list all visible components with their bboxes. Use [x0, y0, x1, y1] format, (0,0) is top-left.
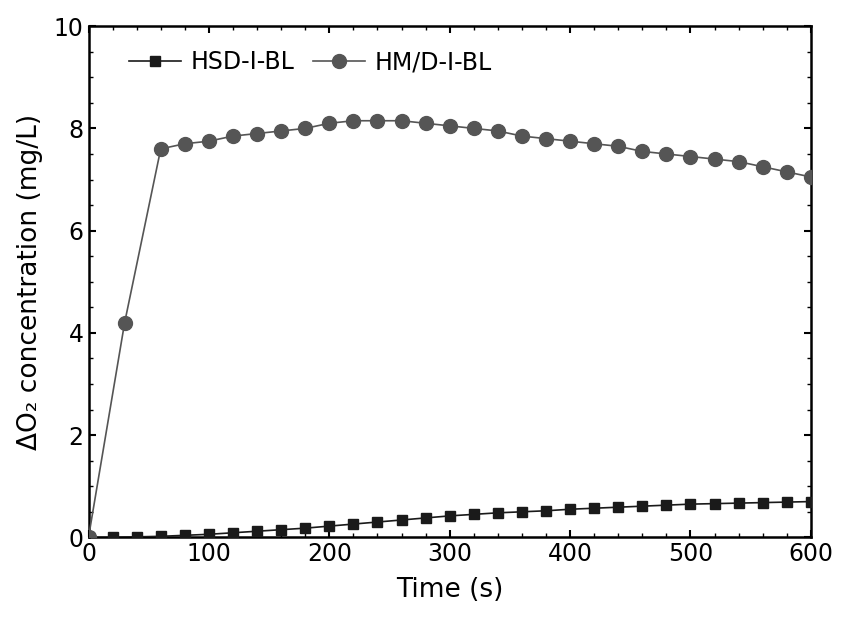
X-axis label: Time (s): Time (s) [396, 577, 503, 603]
HSD-I-BL [685, 500, 695, 508]
HSD-I-BL [661, 502, 672, 509]
HSD-I-BL [445, 512, 455, 520]
HSD-I-BL [204, 531, 214, 538]
HM/D-I-BL [324, 120, 334, 127]
HM/D-I-BL [396, 117, 406, 125]
Y-axis label: ΔO₂ concentration (mg/L): ΔO₂ concentration (mg/L) [17, 113, 42, 450]
HM/D-I-BL [156, 145, 166, 153]
Line: HM/D-I-BL: HM/D-I-BL [82, 114, 818, 544]
HM/D-I-BL [710, 156, 720, 163]
HSD-I-BL [806, 498, 816, 505]
HSD-I-BL [757, 499, 768, 507]
HSD-I-BL [156, 533, 166, 540]
HM/D-I-BL [661, 150, 672, 157]
Line: HSD-I-BL: HSD-I-BL [83, 497, 816, 542]
HM/D-I-BL [734, 158, 744, 166]
HM/D-I-BL [638, 148, 648, 155]
HSD-I-BL [252, 528, 262, 535]
HM/D-I-BL [468, 125, 479, 132]
HSD-I-BL [421, 514, 431, 521]
HSD-I-BL [565, 505, 575, 513]
HM/D-I-BL [445, 122, 455, 130]
HM/D-I-BL [120, 319, 130, 326]
HSD-I-BL [541, 507, 551, 515]
HM/D-I-BL [782, 168, 792, 175]
HM/D-I-BL [179, 140, 190, 148]
HM/D-I-BL [300, 125, 310, 132]
HSD-I-BL [613, 503, 623, 511]
HSD-I-BL [782, 498, 792, 506]
HM/D-I-BL [589, 140, 599, 148]
HM/D-I-BL [276, 127, 286, 135]
HM/D-I-BL [757, 163, 768, 170]
HSD-I-BL [589, 505, 599, 512]
HM/D-I-BL [517, 132, 527, 140]
HM/D-I-BL [493, 127, 503, 135]
HM/D-I-BL [806, 173, 816, 180]
HSD-I-BL [228, 529, 238, 536]
HM/D-I-BL [83, 534, 94, 541]
HM/D-I-BL [204, 138, 214, 145]
HM/D-I-BL [541, 135, 551, 143]
HM/D-I-BL [421, 120, 431, 127]
HSD-I-BL [300, 525, 310, 532]
HSD-I-BL [83, 534, 94, 541]
HSD-I-BL [107, 534, 117, 541]
HM/D-I-BL [565, 138, 575, 145]
HSD-I-BL [324, 523, 334, 530]
HM/D-I-BL [372, 117, 382, 125]
HSD-I-BL [132, 533, 142, 541]
HM/D-I-BL [252, 130, 262, 137]
HSD-I-BL [710, 500, 720, 507]
HSD-I-BL [348, 520, 359, 528]
HSD-I-BL [468, 511, 479, 518]
HSD-I-BL [493, 509, 503, 516]
HSD-I-BL [396, 516, 406, 524]
Legend: HSD-I-BL, HM/D-I-BL: HSD-I-BL, HM/D-I-BL [122, 43, 499, 81]
HM/D-I-BL [685, 153, 695, 160]
HSD-I-BL [638, 502, 648, 510]
HSD-I-BL [276, 526, 286, 533]
HM/D-I-BL [228, 132, 238, 140]
HM/D-I-BL [613, 143, 623, 150]
HSD-I-BL [734, 499, 744, 507]
HM/D-I-BL [348, 117, 359, 125]
HSD-I-BL [517, 508, 527, 515]
HSD-I-BL [179, 531, 190, 539]
HSD-I-BL [372, 518, 382, 526]
